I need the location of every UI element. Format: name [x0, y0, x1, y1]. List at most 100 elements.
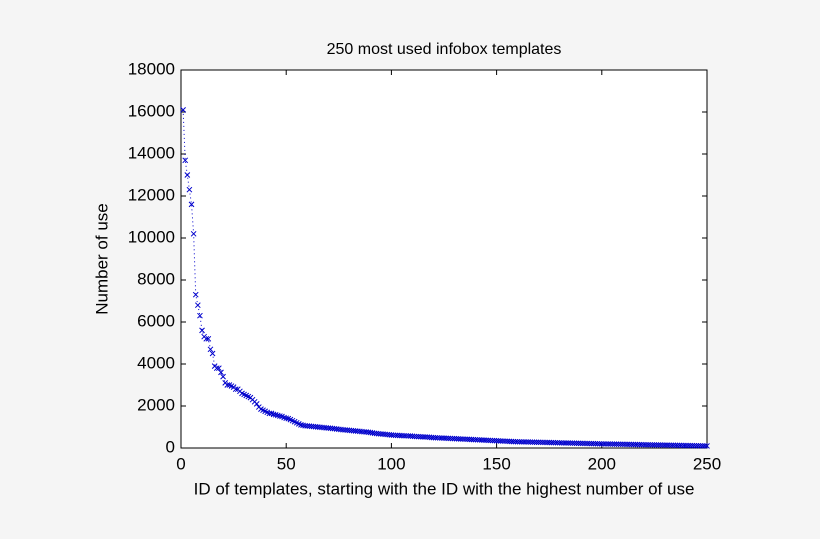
- point: [624, 441, 630, 448]
- point: [704, 443, 710, 449]
- point: [270, 411, 277, 418]
- point: [580, 440, 586, 447]
- point: [540, 439, 546, 446]
- point: [253, 401, 260, 407]
- point: [192, 291, 199, 298]
- point: [535, 439, 542, 446]
- point: [672, 442, 679, 449]
- point: [622, 441, 628, 448]
- point: [213, 365, 220, 372]
- point: [598, 440, 605, 447]
- point: [617, 441, 624, 448]
- point: [205, 335, 212, 342]
- point: [575, 440, 582, 447]
- point: [188, 201, 195, 208]
- point: [670, 442, 677, 449]
- point: [601, 441, 607, 447]
- point: [626, 441, 633, 448]
- y-tick-label: 6000: [137, 311, 175, 330]
- point: [542, 439, 548, 446]
- point: [546, 439, 553, 446]
- point: [651, 442, 658, 448]
- point: [699, 443, 706, 449]
- point: [638, 441, 645, 448]
- point: [636, 441, 643, 448]
- point: [668, 442, 675, 449]
- point: [674, 442, 681, 449]
- plot-frame: [180, 69, 708, 449]
- point: [218, 369, 224, 376]
- point: [569, 440, 576, 446]
- point: [514, 438, 521, 445]
- point: [657, 442, 664, 448]
- point: [521, 439, 527, 445]
- point: [194, 302, 201, 309]
- point: [645, 441, 651, 448]
- point: [558, 440, 565, 446]
- point: [510, 438, 517, 445]
- point: [666, 442, 672, 449]
- y-tick-label: 12000: [128, 185, 175, 204]
- y-axis-label: Number of use: [92, 203, 111, 315]
- point: [664, 442, 670, 448]
- x-tick-label: 0: [176, 454, 185, 473]
- x-axis-label: ID of templates, starting with the ID wi…: [194, 479, 695, 498]
- point: [556, 439, 563, 446]
- point: [367, 429, 374, 436]
- point: [659, 442, 666, 448]
- point: [641, 441, 647, 448]
- point: [649, 441, 656, 448]
- point: [180, 107, 186, 113]
- point: [298, 422, 304, 428]
- point: [573, 440, 580, 447]
- x-tick-label: 150: [482, 454, 510, 473]
- y-tick-label: 18000: [128, 59, 175, 78]
- point: [647, 441, 654, 448]
- point: [702, 443, 708, 449]
- x-tick-label: 50: [277, 454, 296, 473]
- point: [516, 438, 523, 445]
- point: [630, 441, 637, 448]
- y-tick-label: 0: [166, 437, 175, 456]
- point: [634, 441, 641, 448]
- point: [203, 335, 210, 342]
- point: [561, 440, 567, 446]
- y-tick-label: 14000: [128, 143, 175, 162]
- point: [571, 440, 578, 447]
- point: [590, 440, 597, 447]
- y-tick-label: 8000: [137, 269, 175, 288]
- point: [277, 413, 283, 419]
- point: [632, 441, 639, 448]
- point: [186, 186, 193, 193]
- point: [695, 442, 702, 449]
- point: [687, 442, 694, 449]
- point: [563, 440, 569, 446]
- y-tick-label: 16000: [128, 101, 175, 120]
- point: [565, 440, 571, 446]
- point: [689, 442, 696, 449]
- x-tick-label: 100: [377, 454, 405, 473]
- y-tick-label: 10000: [128, 227, 175, 246]
- point: [531, 439, 538, 446]
- point: [685, 442, 691, 449]
- x-tick-label: 250: [693, 454, 721, 473]
- point: [220, 373, 226, 380]
- point: [527, 439, 534, 445]
- point: [592, 440, 599, 447]
- point: [678, 442, 685, 449]
- series-line: [182, 109, 708, 447]
- point: [577, 440, 584, 447]
- point: [605, 441, 611, 447]
- point: [613, 441, 620, 447]
- point: [525, 439, 532, 445]
- y-tick-label: 4000: [137, 353, 175, 372]
- point: [232, 386, 239, 393]
- point: [266, 410, 273, 417]
- point: [596, 440, 603, 447]
- point: [224, 382, 231, 388]
- point: [190, 230, 197, 237]
- point: [619, 441, 626, 448]
- plot-area: [181, 70, 707, 448]
- point: [588, 440, 595, 447]
